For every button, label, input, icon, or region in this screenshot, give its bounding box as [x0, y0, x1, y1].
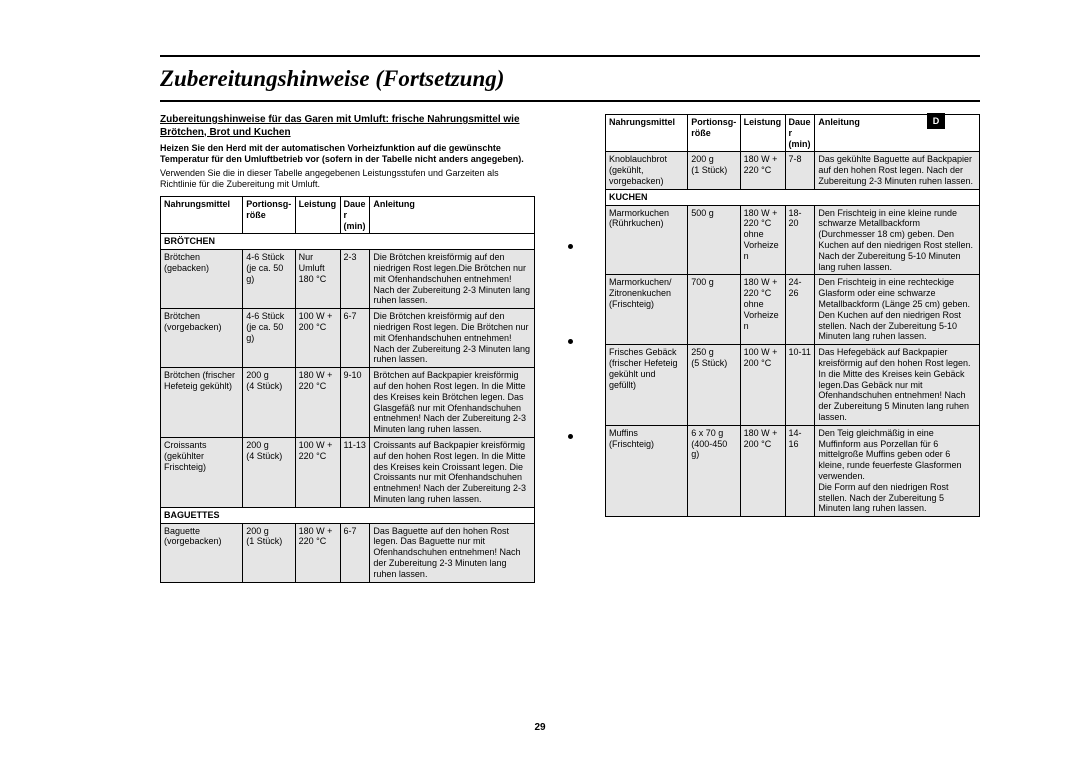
page: D Zubereitungshinweise (Fortsetzung) Zub…	[0, 0, 1080, 763]
page-number: 29	[0, 722, 1080, 733]
cell-instr: Den Teig gleichmäßig in eine Muffinform …	[815, 425, 980, 516]
gutter-dots	[565, 114, 575, 583]
col-instr: Anleitung	[370, 197, 535, 234]
col-food: Nahrungsmittel	[606, 115, 688, 152]
table-section-row: BRÖTCHEN	[161, 234, 535, 250]
cell-instr: Den Frischteig in eine kleine runde schw…	[815, 205, 980, 275]
cell-food: Baguette(vorgebacken)	[161, 523, 243, 582]
col-instr: Anleitung	[815, 115, 980, 152]
cell-instr: Den Frischteig in eine rechteckige Glasf…	[815, 275, 980, 345]
two-column-layout: Zubereitungshinweise für das Garen mit U…	[160, 114, 980, 583]
cell-instr: Das Hefegebäck auf Backpapier kreisförmi…	[815, 345, 980, 426]
col-time: Dauer (min)	[785, 115, 815, 152]
cell-portion: 200 g(4 Stück)	[243, 368, 295, 438]
table-section-row: BAGUETTES	[161, 507, 535, 523]
language-tab: D	[927, 113, 945, 129]
cell-food: Croissants(gekühlterFrischteig)	[161, 437, 243, 507]
col-time: Dauer (min)	[340, 197, 370, 234]
table-section-label: BAGUETTES	[161, 507, 535, 523]
col-food: Nahrungsmittel	[161, 197, 243, 234]
cell-power: 100 W +220 °C	[295, 437, 340, 507]
cell-food: Brötchen(gebacken)	[161, 250, 243, 309]
cell-power: 180 W +220 °C	[740, 152, 785, 189]
table-header-row: Nahrungsmittel Portionsg-röße Leistung D…	[161, 197, 535, 234]
cell-portion: 500 g	[688, 205, 740, 275]
cell-instr: Das gekühlte Baguette auf Backpapier auf…	[815, 152, 980, 189]
cell-time: 7-8	[785, 152, 815, 189]
cell-portion: 4-6 Stück(je ca. 50 g)	[243, 250, 295, 309]
cell-food: Brötchen (frischerHefeteig gekühlt)	[161, 368, 243, 438]
table-row: Brötchen(gebacken)4-6 Stück(je ca. 50 g)…	[161, 250, 535, 309]
cell-instr: Das Baguette auf den hohen Rost legen. D…	[370, 523, 535, 582]
cell-power: 100 W +200 °C	[740, 345, 785, 426]
cell-time: 24-26	[785, 275, 815, 345]
cell-portion: 6 x 70 g(400-450 g)	[688, 425, 740, 516]
col-power: Leistung	[295, 197, 340, 234]
cell-instr: Croissants auf Backpapier kreisförmig au…	[370, 437, 535, 507]
table-header-row: Nahrungsmittel Portionsg-röße Leistung D…	[606, 115, 980, 152]
section-subheading: Zubereitungshinweise für das Garen mit U…	[160, 114, 535, 139]
title-rule: Zubereitungshinweise (Fortsetzung)	[160, 55, 980, 102]
cell-food: Brötchen(vorgebacken)	[161, 309, 243, 368]
cooking-table-left: Nahrungsmittel Portionsg-röße Leistung D…	[160, 196, 535, 583]
cell-time: 10-11	[785, 345, 815, 426]
col-power: Leistung	[740, 115, 785, 152]
cell-power: 180 W +220 °C	[295, 523, 340, 582]
table-row: Brötchen(vorgebacken)4-6 Stück(je ca. 50…	[161, 309, 535, 368]
table-section-label: KUCHEN	[606, 189, 980, 205]
cell-food: Marmorkuchen(Rührkuchen)	[606, 205, 688, 275]
cell-portion: 200 g(1 Stück)	[243, 523, 295, 582]
table-row: Muffins(Frischteig)6 x 70 g(400-450 g)18…	[606, 425, 980, 516]
page-title: Zubereitungshinweise (Fortsetzung)	[160, 66, 980, 92]
cell-portion: 200 g(1 Stück)	[688, 152, 740, 189]
cell-time: 2-3	[340, 250, 370, 309]
cell-power: 180 W +220 °CohneVorheizen	[740, 205, 785, 275]
cell-food: Muffins(Frischteig)	[606, 425, 688, 516]
col-portion: Portionsg-röße	[688, 115, 740, 152]
intro-text: Verwenden Sie die in dieser Tabelle ange…	[160, 168, 535, 191]
intro-bold: Heizen Sie den Herd mit der automatische…	[160, 143, 535, 166]
table-section-row: KUCHEN	[606, 189, 980, 205]
left-column: Zubereitungshinweise für das Garen mit U…	[160, 114, 535, 583]
cell-time: 11-13	[340, 437, 370, 507]
table-row: Baguette(vorgebacken)200 g(1 Stück)180 W…	[161, 523, 535, 582]
cell-time: 9-10	[340, 368, 370, 438]
cell-food: Frisches Gebäck(frischer Hefeteiggekühlt…	[606, 345, 688, 426]
table-row: Knoblauchbrot(gekühlt,vorgebacken)200 g(…	[606, 152, 980, 189]
col-portion: Portionsg-röße	[243, 197, 295, 234]
cell-instr: Brötchen auf Backpapier kreisförmig auf …	[370, 368, 535, 438]
cell-portion: 700 g	[688, 275, 740, 345]
cell-time: 6-7	[340, 523, 370, 582]
cell-time: 14-16	[785, 425, 815, 516]
table-section-label: BRÖTCHEN	[161, 234, 535, 250]
cell-instr: Die Brötchen kreisförmig auf den niedrig…	[370, 250, 535, 309]
cell-food: Marmorkuchen/Zitronenkuchen(Frischteig)	[606, 275, 688, 345]
table-row: Croissants(gekühlterFrischteig)200 g(4 S…	[161, 437, 535, 507]
cell-food: Knoblauchbrot(gekühlt,vorgebacken)	[606, 152, 688, 189]
table-row: Marmorkuchen(Rührkuchen)500 g180 W +220 …	[606, 205, 980, 275]
cell-time: 6-7	[340, 309, 370, 368]
table-row: Brötchen (frischerHefeteig gekühlt)200 g…	[161, 368, 535, 438]
cell-portion: 200 g(4 Stück)	[243, 437, 295, 507]
cell-power: 180 W +220 °C	[295, 368, 340, 438]
cell-instr: Die Brötchen kreisförmig auf den niedrig…	[370, 309, 535, 368]
cell-power: 180 W +200 °C	[740, 425, 785, 516]
table-row: Frisches Gebäck(frischer Hefeteiggekühlt…	[606, 345, 980, 426]
cell-power: 100 W +200 °C	[295, 309, 340, 368]
right-column: Nahrungsmittel Portionsg-röße Leistung D…	[605, 114, 980, 583]
cell-power: 180 W +220 °CohneVorheizen	[740, 275, 785, 345]
cooking-table-right: Nahrungsmittel Portionsg-röße Leistung D…	[605, 114, 980, 517]
cell-portion: 250 g(5 Stück)	[688, 345, 740, 426]
table-row: Marmorkuchen/Zitronenkuchen(Frischteig)7…	[606, 275, 980, 345]
cell-time: 18-20	[785, 205, 815, 275]
cell-portion: 4-6 Stück(je ca. 50 g)	[243, 309, 295, 368]
cell-power: NurUmluft180 °C	[295, 250, 340, 309]
